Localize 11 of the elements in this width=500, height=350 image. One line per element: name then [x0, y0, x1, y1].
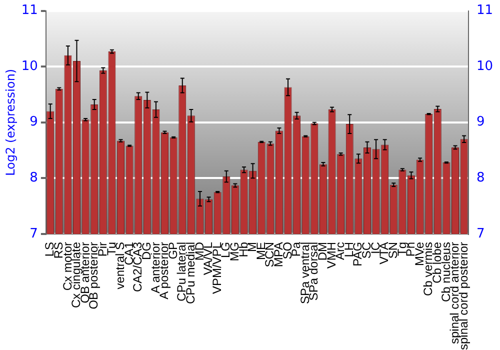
y2-tick-label: 7 — [476, 226, 485, 242]
y2-tick-label: 8 — [476, 170, 485, 186]
y-tick-label: 10 — [21, 58, 38, 74]
y-tick-label: 8 — [30, 170, 38, 186]
y-tick-label: 7 — [30, 226, 38, 242]
y2-tick-label: 9 — [476, 114, 485, 130]
y-tick-label: 9 — [30, 114, 38, 130]
y-tick-label: 11 — [21, 3, 38, 18]
y2-tick-label: 10 — [476, 58, 494, 74]
y2-tick-label: 11 — [476, 3, 494, 18]
y-axis-title: Log2 (expression) — [3, 68, 18, 176]
